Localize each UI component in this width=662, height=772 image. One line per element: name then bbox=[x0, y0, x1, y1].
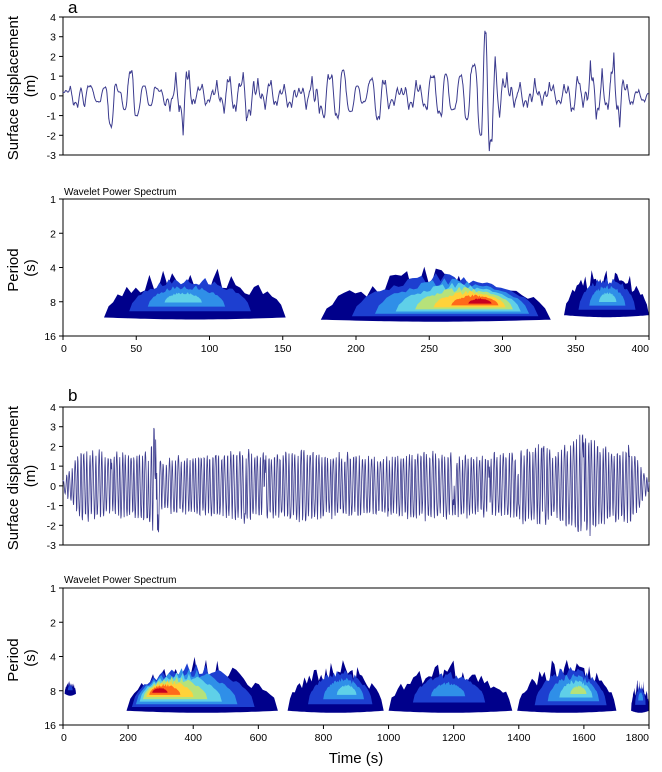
panel-b-sd-ylabel: Surface displacement (m) bbox=[5, 402, 39, 550]
panel-b-wps-power-contour bbox=[336, 684, 357, 695]
panel-b-wps-y-tick-label: 2 bbox=[50, 617, 56, 629]
panel-b-surface-displacement-chart: 4 3 2 1 0 -1 -2 -3 Surface displacement (m) bbox=[5, 402, 650, 552]
panel-a-wps-y-tick-label: 1 bbox=[50, 194, 56, 206]
panel-b-wps-power-contour bbox=[152, 687, 168, 693]
panel-a-wps-ylabel: Period (s) bbox=[5, 244, 39, 292]
panel-a-wps-y-tick-label: 4 bbox=[50, 263, 56, 275]
panel-b-sd-y-tick-label: 2 bbox=[50, 441, 56, 453]
panel-a-wps-x-ticks: 0 50 100 150 200 250 300 350 400 bbox=[61, 336, 650, 355]
panel-b-wps-x-tick-label: 600 bbox=[250, 732, 268, 744]
panel-a-wps-x-tick-label: 150 bbox=[274, 343, 292, 355]
panel-a-sd-y-tick-label: 1 bbox=[50, 71, 56, 83]
panel-a-wps-ylabel-line2: (s) bbox=[22, 259, 39, 277]
panel-a-wps-x-tick-label: 350 bbox=[567, 343, 585, 355]
panel-a-wps-power-contour bbox=[468, 298, 492, 304]
panel-a-wavelet-chart: Wavelet Power Spectrum 1 2 4 8 16 0 50 100 150 2… bbox=[5, 187, 650, 355]
panel-b-wps-power-contour bbox=[67, 684, 73, 691]
panel-a-wps-x-tick-label: 0 bbox=[61, 343, 67, 355]
panel-b-sd-frame bbox=[62, 406, 650, 546]
panel-a-wps-ylabel-line1: Period bbox=[5, 248, 22, 291]
panel-a-wps-x-tick-label: 300 bbox=[494, 343, 512, 355]
panel-b-wps-ylabel-line2: (s) bbox=[22, 649, 39, 667]
panel-b-wps-x-tick-label: 1600 bbox=[572, 732, 596, 744]
panel-b-wps-x-tick-label: 1000 bbox=[377, 732, 401, 744]
panel-a-sd-y-tick-label: 3 bbox=[50, 32, 56, 44]
panel-b-wps-x-tick-label: 1800 bbox=[626, 732, 650, 744]
panel-a-letter: a bbox=[68, 0, 78, 17]
panel-b-sd-y-ticks: 4 3 2 1 0 -1 -2 -3 bbox=[47, 402, 63, 552]
panel-a-sd-ylabel-line2: (m) bbox=[22, 75, 39, 98]
panel-b-sd-ylabel-line2: (m) bbox=[22, 465, 39, 488]
panel-b-wps-x-tick-label: 400 bbox=[184, 732, 202, 744]
panel-a-wps-x-tick-label: 250 bbox=[420, 343, 438, 355]
panel-b-wps-title: Wavelet Power Spectrum bbox=[64, 575, 176, 586]
panel-b-sd-y-tick-label: -2 bbox=[47, 520, 56, 532]
panel-a-wps-power-map bbox=[104, 266, 649, 322]
panel-b-wps-x-ticks: 0 200 400 600 800 1000 1200 1400 1600 1800 bbox=[61, 725, 650, 744]
panel-a-sd-y-tick-label: -2 bbox=[47, 130, 56, 142]
panel-b-wps-y-tick-label: 16 bbox=[44, 720, 56, 732]
panel-a-sd-series-line bbox=[62, 30, 650, 152]
panel-b-xlabel: Time (s) bbox=[329, 750, 383, 767]
panel-a-wps-x-tick-label: 400 bbox=[631, 343, 649, 355]
panel-a-wps-y-tick-label: 16 bbox=[44, 331, 56, 343]
panel-b-wps-x-tick-label: 800 bbox=[315, 732, 333, 744]
panel-a-sd-y-ticks: 4 3 2 1 0 -1 -2 -3 bbox=[47, 12, 63, 162]
panel-b-wps-power-contour bbox=[430, 681, 466, 697]
panel-b-sd-y-tick-label: -3 bbox=[47, 540, 56, 552]
panel-b-wps-ylabel-line1: Period bbox=[5, 638, 22, 681]
panel-a-sd-y-tick-label: 4 bbox=[50, 12, 56, 24]
panel-b-wps-power-contour bbox=[638, 691, 644, 701]
panel-a-surface-displacement-chart: 4 3 2 1 0 -1 -2 -3 Surface displacement (m) bbox=[5, 12, 650, 162]
panel-b-sd-y-tick-label: 1 bbox=[50, 461, 56, 473]
panel-a-sd-y-tick-label: -1 bbox=[47, 111, 56, 123]
panel-a-wps-x-tick-label: 100 bbox=[201, 343, 219, 355]
panel-b-sd-y-tick-label: -1 bbox=[47, 501, 56, 513]
panel-b-wps-y-tick-label: 1 bbox=[50, 583, 56, 595]
panel-a-wps-x-tick-label: 50 bbox=[130, 343, 142, 355]
panel-a-wps-power-contour bbox=[164, 292, 202, 303]
panel-a-sd-ylabel: Surface displacement (m) bbox=[5, 12, 39, 160]
panel-b-wps-power-contour bbox=[570, 685, 587, 694]
panel-b-wavelet-chart: Wavelet Power Spectrum 1 2 4 8 16 0 200 400 600… bbox=[5, 575, 650, 744]
panel-b-wps-x-tick-label: 200 bbox=[119, 732, 137, 744]
panel-b-sd-ylabel-line1: Surface displacement bbox=[5, 405, 22, 550]
panel-b-sd-y-tick-label: 0 bbox=[50, 481, 56, 493]
panel-b-wps-y-tick-label: 8 bbox=[50, 686, 56, 698]
panel-a-wps-y-ticks: 1 2 4 8 16 bbox=[44, 194, 63, 343]
panel-b-sd-series-line bbox=[62, 427, 650, 537]
panel-b-wps-x-tick-label: 1200 bbox=[442, 732, 466, 744]
panel-a-sd-ylabel-line1: Surface displacement bbox=[5, 15, 22, 160]
panel-a-wps-y-tick-label: 8 bbox=[50, 297, 56, 309]
panel-a-wps-x-tick-label: 200 bbox=[347, 343, 365, 355]
panel-a-sd-y-tick-label: 0 bbox=[50, 91, 56, 103]
panel-b-wps-y-tick-label: 4 bbox=[50, 652, 56, 664]
panel-b-sd-y-tick-label: 4 bbox=[50, 402, 56, 414]
panel-b-wps-ylabel: Period (s) bbox=[5, 634, 39, 682]
panel-b-wps-x-tick-label: 1400 bbox=[507, 732, 531, 744]
panel-b-letter: b bbox=[68, 386, 77, 405]
panel-a-wps-power-contour bbox=[598, 292, 617, 302]
panel-a-wps-y-tick-label: 2 bbox=[50, 228, 56, 240]
panel-a-sd-frame bbox=[62, 16, 650, 156]
panel-b-wps-y-ticks: 1 2 4 8 16 bbox=[44, 583, 63, 732]
panel-b-wps-x-tick-label: 0 bbox=[61, 732, 67, 744]
panel-a-sd-y-tick-label: 2 bbox=[50, 51, 56, 63]
panel-a-wps-title: Wavelet Power Spectrum bbox=[64, 187, 176, 198]
panel-a-sd-y-tick-label: -3 bbox=[47, 150, 56, 162]
panel-b-wps-power-map bbox=[64, 656, 649, 713]
panel-b-sd-y-tick-label: 3 bbox=[50, 422, 56, 434]
